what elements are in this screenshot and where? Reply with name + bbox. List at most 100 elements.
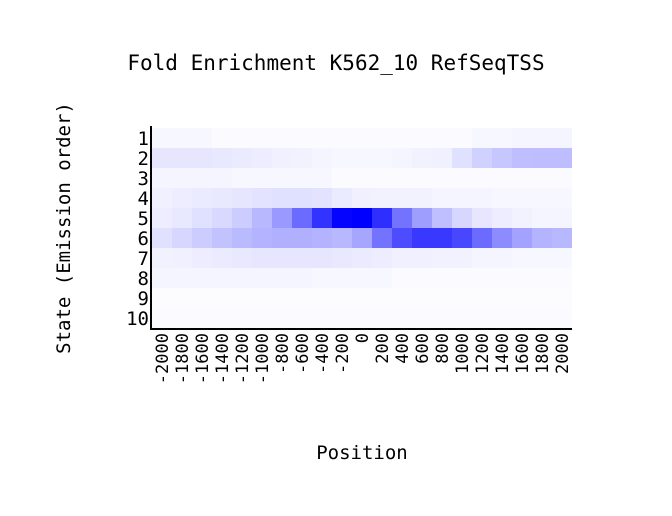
heatmap-cell <box>532 268 552 288</box>
heatmap-cell <box>432 148 452 168</box>
y-tick-label: 10 <box>126 308 149 330</box>
heatmap-cell <box>272 308 292 328</box>
heatmap-cell <box>192 288 212 308</box>
heatmap-cell <box>152 248 172 268</box>
heatmap-cell <box>232 248 252 268</box>
heatmap-cell <box>252 308 272 328</box>
heatmap-cell <box>232 228 252 248</box>
heatmap-cell <box>392 208 412 228</box>
x-tick-label: -600 <box>293 333 313 374</box>
heatmap-cell <box>392 228 412 248</box>
heatmap-cell <box>292 268 312 288</box>
heatmap-cell <box>452 128 472 148</box>
heatmap-cell <box>172 308 192 328</box>
heatmap-cell <box>152 288 172 308</box>
heatmap-cell <box>332 208 352 228</box>
heatmap-cell <box>152 228 172 248</box>
heatmap-cell <box>252 168 272 188</box>
heatmap-cell <box>192 188 212 208</box>
heatmap-cell <box>352 128 372 148</box>
heatmap-cell <box>292 288 312 308</box>
x-tick-label: -400 <box>313 333 333 374</box>
heatmap-cell <box>432 228 452 248</box>
heatmap-cell <box>432 208 452 228</box>
heatmap-cell <box>432 248 452 268</box>
heatmap-cell <box>552 248 572 268</box>
heatmap-cell <box>512 308 532 328</box>
heatmap-cell <box>512 208 532 228</box>
heatmap-cell <box>352 248 372 268</box>
heatmap-cell <box>232 208 252 228</box>
heatmap-cell <box>232 168 252 188</box>
heatmap-cell <box>532 168 552 188</box>
heatmap-cell <box>292 228 312 248</box>
heatmap-cell <box>372 288 392 308</box>
heatmap-cell <box>212 308 232 328</box>
heatmap-cell <box>312 208 332 228</box>
heatmap-cell <box>332 308 352 328</box>
heatmap-cell <box>312 308 332 328</box>
heatmap-cell <box>192 228 212 248</box>
x-tick-label: -1200 <box>233 333 253 384</box>
heatmap-cell <box>312 168 332 188</box>
heatmap-cell <box>292 168 312 188</box>
heatmap-cell <box>472 228 492 248</box>
heatmap-cell <box>292 128 312 148</box>
heatmap-cell <box>512 248 532 268</box>
heatmap-cell <box>312 248 332 268</box>
heatmap-cell <box>212 168 232 188</box>
heatmap-cell <box>272 188 292 208</box>
heatmap-cell <box>452 168 472 188</box>
y-tick-label: 3 <box>138 168 149 190</box>
heatmap-cell <box>192 208 212 228</box>
heatmap-cell <box>392 288 412 308</box>
heatmap-cell <box>332 168 352 188</box>
chart-title: Fold Enrichment K562_10 RefSeqTSS <box>127 51 544 75</box>
heatmap-cell <box>192 308 212 328</box>
y-tick-label: 1 <box>138 128 149 150</box>
heatmap-cell <box>352 268 372 288</box>
heatmap-cell <box>412 188 432 208</box>
heatmap-cell <box>292 308 312 328</box>
heatmap-cell <box>452 268 472 288</box>
heatmap-cell <box>492 288 512 308</box>
heatmap-cell <box>232 148 252 168</box>
heatmap-cell <box>372 208 392 228</box>
heatmap-cell <box>432 288 452 308</box>
x-tick-label: 1400 <box>493 333 513 374</box>
y-tick-label: 2 <box>138 148 149 170</box>
x-tick-label: 2000 <box>553 333 573 374</box>
heatmap-cell <box>412 308 432 328</box>
heatmap-cell <box>172 148 192 168</box>
heatmap-cell <box>252 228 272 248</box>
heatmap-cell <box>172 248 192 268</box>
heatmap-cell <box>552 268 572 288</box>
heatmap-cell <box>412 168 432 188</box>
x-tick-label: -1600 <box>193 333 213 384</box>
heatmap-cell <box>392 168 412 188</box>
heatmap-cell <box>372 268 392 288</box>
heatmap-cell <box>192 248 212 268</box>
heatmap-cell <box>212 208 232 228</box>
heatmap-cell <box>472 128 492 148</box>
heatmap-cell <box>532 148 552 168</box>
heatmap-cell <box>352 308 372 328</box>
heatmap-cell <box>452 148 472 168</box>
x-tick-label: 400 <box>393 333 413 364</box>
heatmap-cell <box>172 188 192 208</box>
heatmap-cell <box>232 308 252 328</box>
heatmap-cell <box>212 268 232 288</box>
heatmap-cell <box>232 128 252 148</box>
heatmap-cell <box>532 308 552 328</box>
heatmap-cell <box>352 168 372 188</box>
heatmap-cell <box>152 148 172 168</box>
heatmap-cell <box>192 268 212 288</box>
heatmap-cell <box>312 148 332 168</box>
heatmap-cell <box>372 128 392 148</box>
x-tick-label: 1800 <box>533 333 553 374</box>
heatmap-cell <box>272 288 292 308</box>
heatmap-cell <box>332 128 352 148</box>
heatmap-cell <box>312 268 332 288</box>
heatmap-cell <box>152 308 172 328</box>
heatmap-cell <box>152 128 172 148</box>
